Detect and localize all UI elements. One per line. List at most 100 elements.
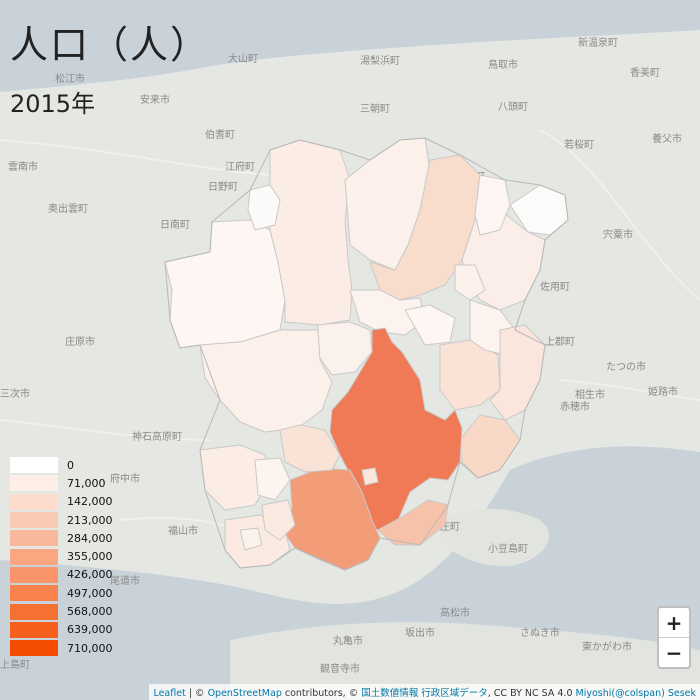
region-maniwa[interactable] xyxy=(269,139,353,326)
osm-link[interactable]: OpenStreetMap xyxy=(207,688,282,699)
label-matsue: 松江市 xyxy=(55,72,85,85)
legend-row: 426,000 xyxy=(10,566,113,584)
legend: 0 71,000 142,000 213,000 284,000 355,000 426,0… xyxy=(10,456,113,657)
label-okuizumo: 奥出雲町 xyxy=(48,202,88,215)
region-kumenan[interactable] xyxy=(404,304,456,346)
label-shobara: 庄原市 xyxy=(65,335,95,348)
label-yazu: 八頭町 xyxy=(498,101,528,113)
legend-row: 639,000 xyxy=(10,621,113,639)
label-marugame: 丸亀市 xyxy=(333,634,363,647)
legend-label: 426,000 xyxy=(67,568,113,582)
label-sakaide: 坂出市 xyxy=(405,626,435,639)
region-shinjo[interactable] xyxy=(247,184,281,231)
legend-row: 0 xyxy=(10,456,113,474)
label-fuchu: 府中市 xyxy=(110,472,140,485)
legend-row: 284,000 xyxy=(10,529,113,547)
label-daisen: 大山町 xyxy=(228,52,258,65)
author-link[interactable]: Miyoshi(@colspan) Sesek xyxy=(575,688,696,699)
label-yasugi: 安来市 xyxy=(140,93,170,106)
region-soja[interactable] xyxy=(279,424,341,473)
label-fukuyama: 福山市 xyxy=(168,524,198,537)
label-tottori: 鳥取市 xyxy=(488,58,518,71)
label-aioi: 相生市 xyxy=(575,388,605,401)
label-ako: 赤穂市 xyxy=(560,400,590,413)
legend-label: 0 xyxy=(67,458,74,472)
region-yakage[interactable] xyxy=(254,457,291,501)
label-jinseki: 神石高原町 xyxy=(132,430,182,443)
attribution-license: , CC BY NC SA 4.0 xyxy=(487,688,576,699)
legend-swatch xyxy=(10,603,58,620)
label-kanonji: 観音寺市 xyxy=(320,662,360,675)
label-kamijima: 上島町 xyxy=(0,658,30,671)
legend-label: 213,000 xyxy=(67,513,113,527)
legend-row: 568,000 xyxy=(10,602,113,620)
legend-label: 710,000 xyxy=(67,641,113,655)
zoom-control: + − xyxy=(657,606,691,669)
region-tamano[interactable] xyxy=(377,499,449,546)
legend-swatch xyxy=(10,566,58,583)
legend-row: 142,000 xyxy=(10,493,113,511)
legend-swatch xyxy=(10,530,58,547)
island-shodoshima xyxy=(440,508,549,567)
region-asakuchi[interactable] xyxy=(261,499,296,541)
legend-row: 497,000 xyxy=(10,584,113,602)
region-okayama[interactable] xyxy=(329,327,463,531)
choropleth-regions xyxy=(164,137,569,571)
legend-row: 710,000 xyxy=(10,639,113,657)
legend-row: 71,000 xyxy=(10,474,113,492)
map-title: 人口（人） xyxy=(10,23,211,67)
region-bizen[interactable] xyxy=(489,324,546,421)
legend-row: 213,000 xyxy=(10,511,113,529)
basemap-labels: 松江市 安来市 大山町 湯梨浜町 鳥取市 新温泉町 香美町 智頭町 三朝町 八頭… xyxy=(0,36,682,675)
label-himeji: 姫路市 xyxy=(648,385,678,398)
label-shinonsen: 新温泉町 xyxy=(578,36,618,49)
attribution-sep: | © xyxy=(185,688,208,699)
legend-swatch xyxy=(10,640,58,657)
region-satosho[interactable] xyxy=(239,527,263,551)
zoom-in-button[interactable]: + xyxy=(665,610,683,635)
legend-swatch xyxy=(10,457,58,474)
attribution-contrib: contributors, © xyxy=(281,688,362,699)
label-yurihama: 湯梨浜町 xyxy=(360,54,400,67)
label-shiso: 宍粟市 xyxy=(603,228,633,241)
sea-north xyxy=(0,0,700,92)
label-sanuki: さぬき市 xyxy=(520,626,560,639)
coast-shikoku xyxy=(230,622,700,700)
legend-swatch xyxy=(10,585,58,602)
label-onomichi: 尾道市 xyxy=(110,574,140,587)
label-yabu: 養父市 xyxy=(652,132,682,145)
legend-swatch xyxy=(10,493,58,510)
legend-label: 284,000 xyxy=(67,531,113,545)
legend-swatch xyxy=(10,548,58,565)
legend-label: 142,000 xyxy=(67,495,113,509)
label-kofu: 江府町 xyxy=(225,160,255,173)
kokudo-link[interactable]: 国土数値情報 行政区域データ xyxy=(361,688,488,699)
label-misasa: 三朝町 xyxy=(360,103,390,115)
legend-row: 355,000 xyxy=(10,547,113,565)
label-higashikagawa: 東かがわ市 xyxy=(582,640,632,653)
prefecture-outline xyxy=(164,137,569,571)
legend-label: 355,000 xyxy=(67,550,113,564)
legend-label: 497,000 xyxy=(67,586,113,600)
region-hayashima[interactable] xyxy=(361,467,379,486)
label-kamigori: 上郡町 xyxy=(545,336,575,348)
legend-label: 71,000 xyxy=(67,476,106,490)
map-subtitle: 2015年 xyxy=(10,90,96,118)
legend-swatch xyxy=(10,512,58,529)
region-shoo[interactable] xyxy=(454,264,486,301)
label-miyoshi: 三次市 xyxy=(0,387,30,400)
label-sayo: 佐用町 xyxy=(540,281,570,293)
label-tatsuno: たつの市 xyxy=(606,360,646,373)
label-shodoshima: 小豆島町 xyxy=(488,542,528,555)
label-hino: 日野町 xyxy=(208,181,238,193)
label-takamatsu: 高松市 xyxy=(440,606,470,619)
label-unnan: 雲南市 xyxy=(8,160,38,173)
label-wakasa: 若桜町 xyxy=(564,138,594,151)
zoom-out-button[interactable]: − xyxy=(659,637,689,667)
legend-label: 568,000 xyxy=(67,605,113,619)
label-kami: 香美町 xyxy=(630,66,660,79)
label-hoki: 伯耆町 xyxy=(205,128,235,141)
legend-swatch xyxy=(10,621,58,638)
leaflet-link[interactable]: Leaflet xyxy=(153,688,186,699)
